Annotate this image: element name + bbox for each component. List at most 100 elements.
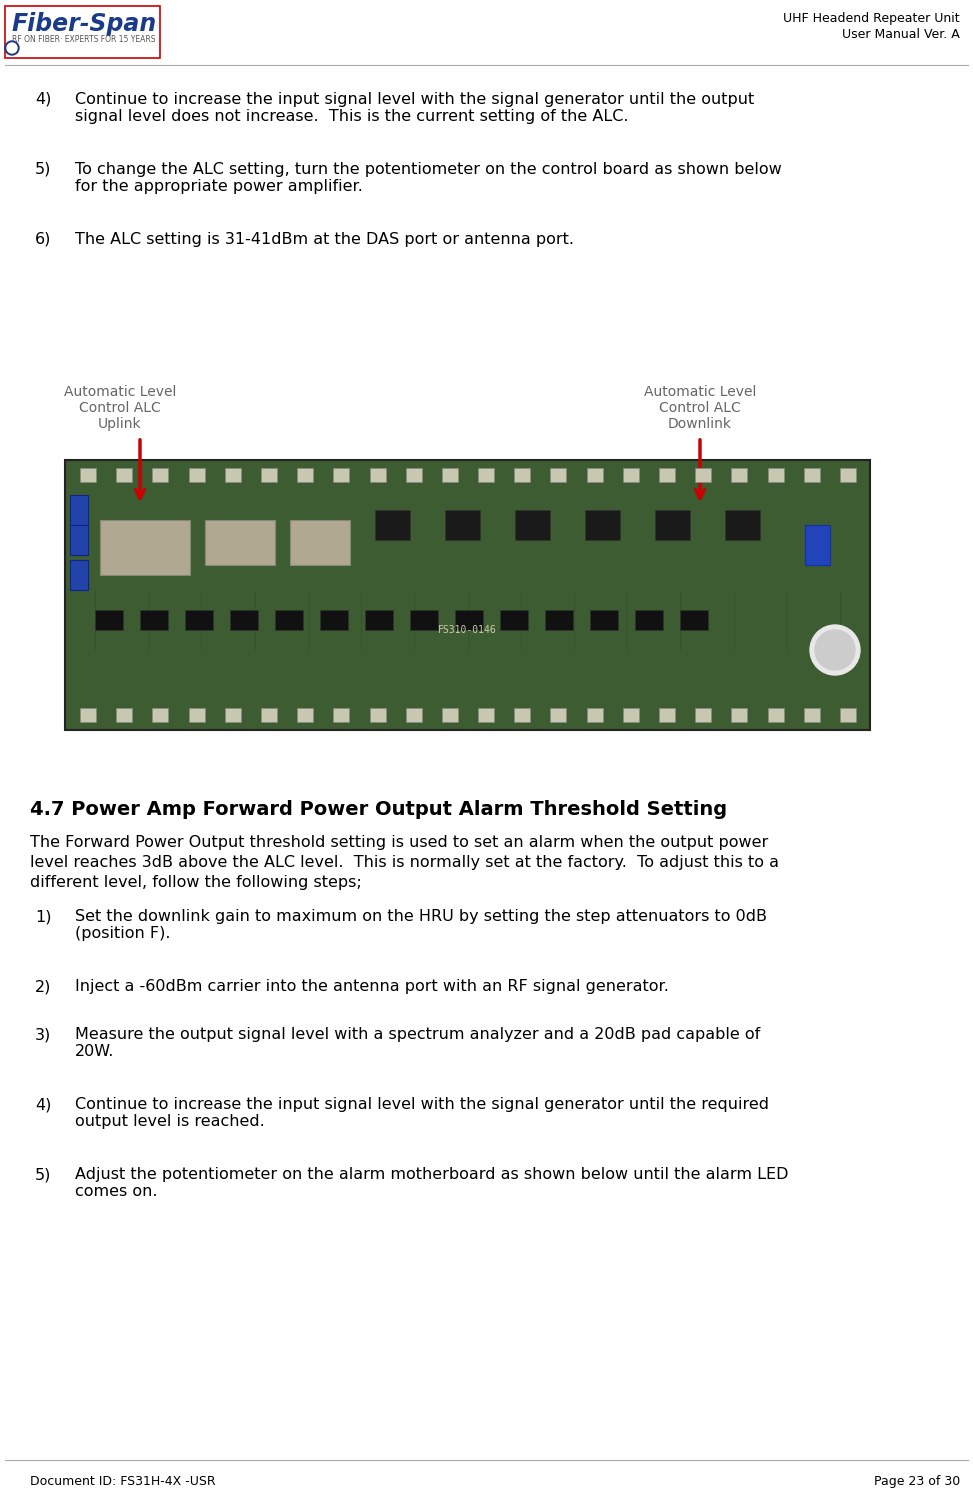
Bar [205,520,275,566]
Bar [680,611,708,630]
Bar [80,708,96,722]
Bar [515,468,530,481]
Text: 5): 5) [35,1167,52,1182]
Bar [623,708,639,722]
Bar [478,468,494,481]
Text: Page 23 of 30: Page 23 of 30 [874,1475,960,1487]
Text: To change the ALC setting, turn the potentiometer on the control board as shown : To change the ALC setting, turn the pote… [75,162,781,194]
Bar [590,611,618,630]
Bar [70,525,88,555]
Text: Uplink: Uplink [98,417,142,432]
Bar [370,708,385,722]
Bar [153,708,168,722]
Bar [116,468,132,481]
Bar [732,468,747,481]
Bar [804,708,820,722]
Bar [410,611,438,630]
Bar [732,708,747,722]
Bar [375,510,410,540]
Circle shape [810,626,860,675]
Text: different level, follow the following steps;: different level, follow the following st… [30,875,362,890]
Bar [655,510,690,540]
Bar [140,611,168,630]
Bar [189,468,204,481]
Text: Control ALC: Control ALC [659,402,740,415]
Text: 2): 2) [35,979,52,994]
Text: Continue to increase the input signal level with the signal generator until the : Continue to increase the input signal le… [75,1096,769,1130]
Text: Continue to increase the input signal level with the signal generator until the : Continue to increase the input signal le… [75,92,754,125]
Text: RF ON FIBER· EXPERTS FOR 15 YEARS: RF ON FIBER· EXPERTS FOR 15 YEARS [12,35,156,44]
Bar [5,6,160,59]
Bar [70,495,88,525]
Bar [189,708,204,722]
Bar [805,525,830,566]
Bar [406,708,421,722]
Bar [297,468,313,481]
Bar [297,708,313,722]
Text: 4): 4) [35,92,52,107]
Bar [696,468,711,481]
Bar [445,510,480,540]
Bar [587,708,602,722]
Bar [659,708,675,722]
Text: 3): 3) [35,1027,52,1042]
Bar [225,468,240,481]
Bar [500,611,528,630]
Bar [406,468,421,481]
Bar [768,708,783,722]
Bar [100,520,190,575]
Circle shape [815,630,855,669]
Bar [455,611,483,630]
Text: FS310-0146: FS310-0146 [438,626,497,635]
Bar [635,611,663,630]
Bar [515,708,530,722]
Bar [515,510,550,540]
Bar [551,708,566,722]
Circle shape [5,41,19,56]
Bar [95,611,123,630]
Bar [116,708,132,722]
Bar [585,510,620,540]
Bar [587,468,602,481]
Bar [320,611,348,630]
Bar [623,468,639,481]
Text: Set the downlink gain to maximum on the HRU by setting the step attenuators to 0: Set the downlink gain to maximum on the … [75,908,767,942]
Bar [65,460,870,729]
Text: UHF Headend Repeater Unit: UHF Headend Repeater Unit [783,12,960,26]
Bar [725,510,760,540]
Text: Adjust the potentiometer on the alarm motherboard as shown below until the alarm: Adjust the potentiometer on the alarm mo… [75,1167,788,1199]
Bar [230,611,258,630]
Bar [696,708,711,722]
Bar [275,611,303,630]
Bar [70,559,88,590]
Text: Measure the output signal level with a spectrum analyzer and a 20dB pad capable : Measure the output signal level with a s… [75,1027,760,1059]
Bar [804,468,820,481]
Text: level reaches 3dB above the ALC level.  This is normally set at the factory.  To: level reaches 3dB above the ALC level. T… [30,854,779,869]
Bar [290,520,350,566]
Bar [442,708,458,722]
Text: 4.7 Power Amp Forward Power Output Alarm Threshold Setting: 4.7 Power Amp Forward Power Output Alarm… [30,800,727,820]
Text: The Forward Power Output threshold setting is used to set an alarm when the outp: The Forward Power Output threshold setti… [30,835,769,850]
Bar [442,468,458,481]
Bar [334,468,349,481]
Bar [370,468,385,481]
Bar [185,611,213,630]
Text: Automatic Level: Automatic Level [644,385,756,399]
Bar [551,468,566,481]
Circle shape [7,44,17,53]
Bar [153,468,168,481]
Text: The ALC setting is 31-41dBm at the DAS port or antenna port.: The ALC setting is 31-41dBm at the DAS p… [75,232,574,247]
Bar [659,468,675,481]
Text: Control ALC: Control ALC [79,402,161,415]
Bar [545,611,573,630]
Bar [840,708,856,722]
Text: 6): 6) [35,232,52,247]
Text: Downlink: Downlink [668,417,732,432]
Bar [225,708,240,722]
Bar [768,468,783,481]
Bar [80,468,96,481]
Text: Document ID: FS31H-4X -USR: Document ID: FS31H-4X -USR [30,1475,216,1487]
Bar [261,468,277,481]
Text: 1): 1) [35,908,52,923]
Text: Inject a -60dBm carrier into the antenna port with an RF signal generator.: Inject a -60dBm carrier into the antenna… [75,979,668,994]
